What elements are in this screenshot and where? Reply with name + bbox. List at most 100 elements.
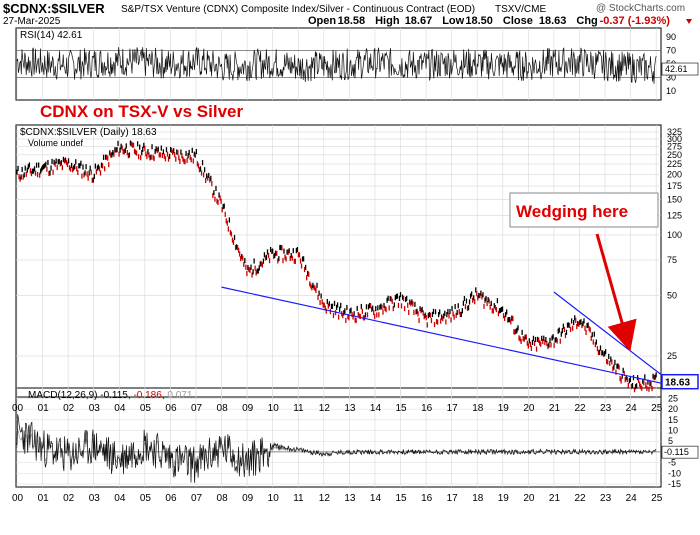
rsi-last-value-box	[661, 62, 699, 76]
x-tick-label-bottom: 07	[191, 493, 203, 504]
x-tick-label: 18	[472, 403, 484, 414]
x-tick-label: 10	[268, 403, 280, 414]
chart-exchange: TSXV/CME	[495, 4, 546, 15]
annotation-title: CDNX on TSX-V vs Silver	[40, 102, 243, 121]
x-tick-label-bottom: 17	[447, 493, 459, 504]
macd-y-tick-label: -15	[668, 479, 681, 489]
trendline-0	[221, 286, 669, 386]
x-tick-label-bottom: 10	[268, 493, 280, 504]
x-tick-label-bottom: 23	[600, 493, 612, 504]
x-tick-label: 11	[293, 403, 304, 414]
ohlc-value-3: 18.63	[539, 15, 567, 27]
rsi-y-tick-label: 70	[666, 45, 676, 55]
price-y-tick-label: 150	[667, 194, 682, 204]
macd-y-tick-label: 10	[668, 426, 678, 436]
macd-panel-frame	[15, 387, 662, 488]
ohlc-value-4: -0.37 (-1.93%)	[600, 15, 671, 27]
ohlc-value-0: 18.58	[338, 15, 366, 27]
price-y-tick-label: 250	[667, 150, 682, 160]
x-tick-label-bottom: 21	[549, 493, 561, 504]
ohlc-row: Open 18.58 High 18.67 Low 18.50 Close 18.63 Chg -…	[308, 15, 670, 27]
change-down-arrow-icon	[686, 19, 692, 24]
x-tick-label: 12	[319, 403, 331, 414]
x-tick-label: 13	[344, 403, 356, 414]
ohlc-label-0: Open	[308, 15, 336, 27]
x-tick-label-bottom: 14	[370, 493, 382, 504]
stockcharts-watermark: @ StockCharts.com	[596, 3, 685, 14]
x-tick-label-bottom: 03	[89, 493, 101, 504]
macd-y-tick-label: -10	[668, 468, 681, 478]
macd-y-tick-label: 25	[668, 393, 678, 403]
x-tick-label: 14	[370, 403, 382, 414]
chart-date: 27-Mar-2025	[3, 16, 61, 27]
callout-box	[509, 192, 659, 228]
macd-last-value-box	[661, 445, 699, 459]
x-tick-label-bottom: 18	[472, 493, 484, 504]
price-y-tick-label: 325	[667, 127, 682, 137]
chart-symbol: $CDNX:$SILVER	[3, 1, 105, 16]
x-tick-label-bottom: 01	[38, 493, 50, 504]
x-tick-label: 05	[140, 403, 152, 414]
x-tick-label: 03	[89, 403, 101, 414]
price-y-tick-label: 100	[667, 230, 682, 240]
x-tick-label-bottom: 20	[523, 493, 535, 504]
x-tick-label: 06	[165, 403, 177, 414]
callout-text: Wedging here	[516, 202, 628, 221]
series-layer	[16, 47, 669, 483]
price-label: $CDNX:$SILVER (Daily) 18.63	[20, 127, 157, 138]
x-tick-label: 21	[549, 403, 561, 414]
ohlc-value-2: 18.50	[465, 15, 493, 27]
macd-label: MACD(12,26,9) -0.115, -0.186, 0.071	[28, 390, 193, 401]
x-tick-label: 20	[523, 403, 535, 414]
x-tick-label: 07	[191, 403, 203, 414]
price-y-tick-label: 300	[667, 134, 682, 144]
rsi-label: RSI(14) 42.61	[20, 30, 83, 41]
price-y-tick-label: 125	[667, 210, 682, 220]
x-tick-label: 00	[12, 403, 24, 414]
rsi-y-tick-label: 30	[666, 73, 676, 83]
x-tick-label: 24	[626, 403, 638, 414]
x-tick-label-bottom: 08	[217, 493, 229, 504]
ohlc-label-4: Chg	[576, 15, 597, 27]
price-y-tick-label: 175	[667, 181, 682, 191]
price-last-value-label: 18.63	[665, 378, 690, 389]
macd-y-tick-label: -5	[668, 458, 676, 468]
x-tick-label: 15	[395, 403, 407, 414]
price-y-tick-label: 50	[667, 290, 677, 300]
callout-arrow-icon	[595, 233, 637, 352]
x-tick-label: 01	[38, 403, 50, 414]
axis-layer: 00 00 01 01 02 02 03 03 04 04 05 05 06 06 07 07 08 08 09 09…	[12, 32, 699, 504]
macd-y-tick-label: 5	[668, 436, 673, 446]
chart-description: S&P/TSX Venture (CDNX) Composite Index/S…	[121, 4, 475, 15]
x-tick-label-bottom: 12	[319, 493, 331, 504]
price-y-tick-label: 25	[667, 351, 677, 361]
ohlc-label-3: Close	[503, 15, 533, 27]
rsi-y-tick-label: 90	[666, 32, 676, 42]
rsi-panel-frame	[15, 27, 662, 101]
trendline-1	[553, 291, 669, 381]
grid-layer	[16, 28, 661, 487]
rsi-last-value-label: 42.61	[665, 64, 688, 74]
x-tick-label: 04	[114, 403, 126, 414]
x-tick-label-bottom: 25	[651, 493, 663, 504]
x-tick-label: 19	[498, 403, 510, 414]
x-tick-label-bottom: 04	[114, 493, 126, 504]
x-tick-label: 16	[421, 403, 433, 414]
price-y-tick-label: 225	[667, 159, 682, 169]
x-tick-label-bottom: 05	[140, 493, 152, 504]
price-y-tick-label: 275	[667, 142, 682, 152]
x-tick-label-bottom: 06	[165, 493, 177, 504]
x-tick-label-bottom: 19	[498, 493, 510, 504]
x-tick-label: 25	[651, 403, 663, 414]
price-last-value-box	[661, 373, 699, 390]
macd-line	[16, 414, 657, 483]
x-tick-label-bottom: 16	[421, 493, 433, 504]
macd-y-tick-label: 20	[668, 404, 678, 414]
x-tick-label: 09	[242, 403, 254, 414]
macd-last-value-label: -0.115	[664, 447, 689, 457]
x-tick-label: 02	[63, 403, 75, 414]
x-tick-label-bottom: 00	[12, 493, 24, 504]
rsi-line	[16, 47, 657, 84]
